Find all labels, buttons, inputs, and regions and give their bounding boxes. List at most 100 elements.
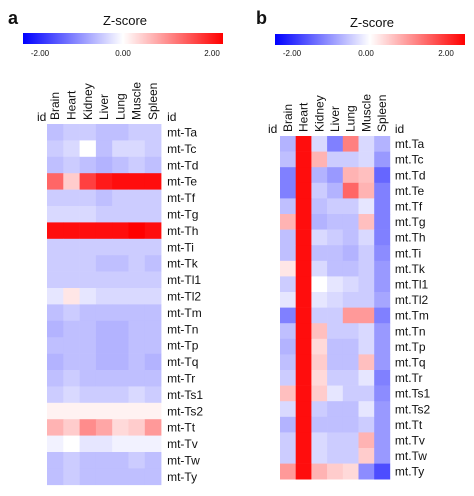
heatmap-cell: [112, 124, 129, 141]
heatmap-cell: [112, 353, 129, 371]
heatmap-cell: [295, 260, 312, 277]
heatmap-cell: [295, 354, 312, 371]
heatmap-cell: [295, 307, 312, 324]
heatmap-cell: [280, 463, 296, 480]
heatmap-cell: [358, 260, 375, 277]
heatmap-cell: [144, 468, 162, 486]
heatmap-cell: [311, 292, 328, 308]
heatmap-cell: [327, 432, 344, 449]
heatmap-cell: [79, 435, 97, 453]
heatmap-cell: [311, 338, 328, 355]
heatmap-cell: [79, 156, 97, 174]
row-label: mt-Tm: [167, 306, 202, 320]
heatmap-cell: [47, 189, 64, 207]
heatmap-cell: [374, 292, 391, 308]
heatmap-cell: [112, 468, 129, 486]
heatmap-cell: [374, 432, 391, 449]
heatmap-cell: [112, 320, 129, 338]
row-label: mt-Td: [167, 158, 198, 172]
heatmap-cell: [295, 229, 312, 246]
row-label: mt.Tq: [395, 356, 426, 370]
heatmap-cell: [280, 354, 296, 371]
heatmap-cell: [342, 260, 359, 277]
heatmap-cell: [112, 337, 129, 354]
heatmap-cell: [79, 238, 97, 256]
heatmap-cell: [47, 255, 64, 272]
panel-a-colorbar-mid: 0.00: [115, 49, 131, 58]
column-label: Brain: [48, 92, 62, 120]
heatmap-cell: [358, 370, 375, 386]
heatmap-cell: [311, 151, 328, 168]
heatmap-cell: [128, 337, 146, 354]
heatmap-cell: [47, 206, 64, 223]
heatmap-cell: [342, 463, 359, 480]
heatmap-cell: [295, 136, 312, 152]
heatmap-cell: [79, 353, 97, 371]
row-label: mt-Tr: [167, 372, 195, 386]
heatmap-cell: [144, 353, 162, 371]
heatmap-cell: [295, 182, 312, 199]
heatmap-cell: [95, 468, 113, 486]
heatmap-cell: [47, 320, 64, 338]
heatmap-cell: [128, 452, 146, 469]
heatmap-cell: [280, 432, 296, 449]
heatmap-cell: [112, 402, 129, 420]
heatmap-cell: [358, 214, 375, 230]
heatmap-cell: [144, 255, 162, 272]
heatmap-cell: [280, 260, 296, 277]
row-label: mt.Ts2: [395, 402, 431, 416]
heatmap-cell: [112, 386, 129, 404]
heatmap-cell: [374, 276, 391, 293]
heatmap-cell: [295, 463, 312, 480]
heatmap-cell: [63, 353, 80, 371]
heatmap-cell: [311, 245, 328, 262]
row-label: mt-Tp: [167, 339, 199, 353]
heatmap-cell: [79, 370, 97, 387]
column-label: Kidney: [81, 83, 95, 120]
heatmap-cell: [112, 435, 129, 453]
heatmap-cell: [374, 214, 391, 230]
row-label: mt.Tm: [395, 309, 429, 323]
column-label: Muscle: [359, 94, 373, 132]
heatmap-cell: [358, 198, 375, 215]
heatmap-cell: [112, 173, 129, 190]
heatmap-cell: [112, 222, 129, 240]
heatmap-cell: [47, 370, 64, 387]
heatmap-cell: [128, 156, 146, 174]
heatmap-cell: [95, 140, 113, 158]
column-label: Liver: [328, 106, 342, 132]
heatmap-cell: [327, 401, 344, 418]
row-label: mt.Tc: [395, 153, 424, 167]
heatmap-cell: [47, 452, 64, 469]
heatmap-cell: [128, 206, 146, 223]
row-label: mt-Tf: [167, 191, 196, 205]
column-label: Liver: [97, 94, 111, 120]
heatmap-cell: [358, 448, 375, 464]
heatmap-cell: [358, 229, 375, 246]
heatmap-cell: [47, 271, 64, 289]
heatmap-cell: [47, 419, 64, 436]
row-label: mt.Tt: [395, 418, 423, 432]
row-label: mt-Ts1: [167, 388, 203, 402]
heatmap-cell: [358, 463, 375, 480]
heatmap-cell: [47, 124, 64, 141]
heatmap-cell: [280, 385, 296, 402]
heatmap-cell: [79, 402, 97, 420]
heatmap-cell: [95, 238, 113, 256]
row-label: mt-Tq: [167, 355, 198, 369]
heatmap-cell: [144, 304, 162, 322]
heatmap-cell: [311, 276, 328, 293]
heatmap-cell: [144, 370, 162, 387]
heatmap-cell: [358, 292, 375, 308]
heatmap-cell: [95, 304, 113, 322]
heatmap-cell: [280, 338, 296, 355]
heatmap-cell: [327, 245, 344, 262]
heatmap-cell: [63, 419, 80, 436]
heatmap-cell: [295, 214, 312, 230]
heatmap-cell: [95, 255, 113, 272]
heatmap-cell: [342, 182, 359, 199]
heatmap-cell: [95, 337, 113, 354]
panel-b-colorbar-max: 2.00: [438, 49, 454, 58]
heatmap-cell: [79, 271, 97, 289]
heatmap-cell: [63, 173, 80, 190]
